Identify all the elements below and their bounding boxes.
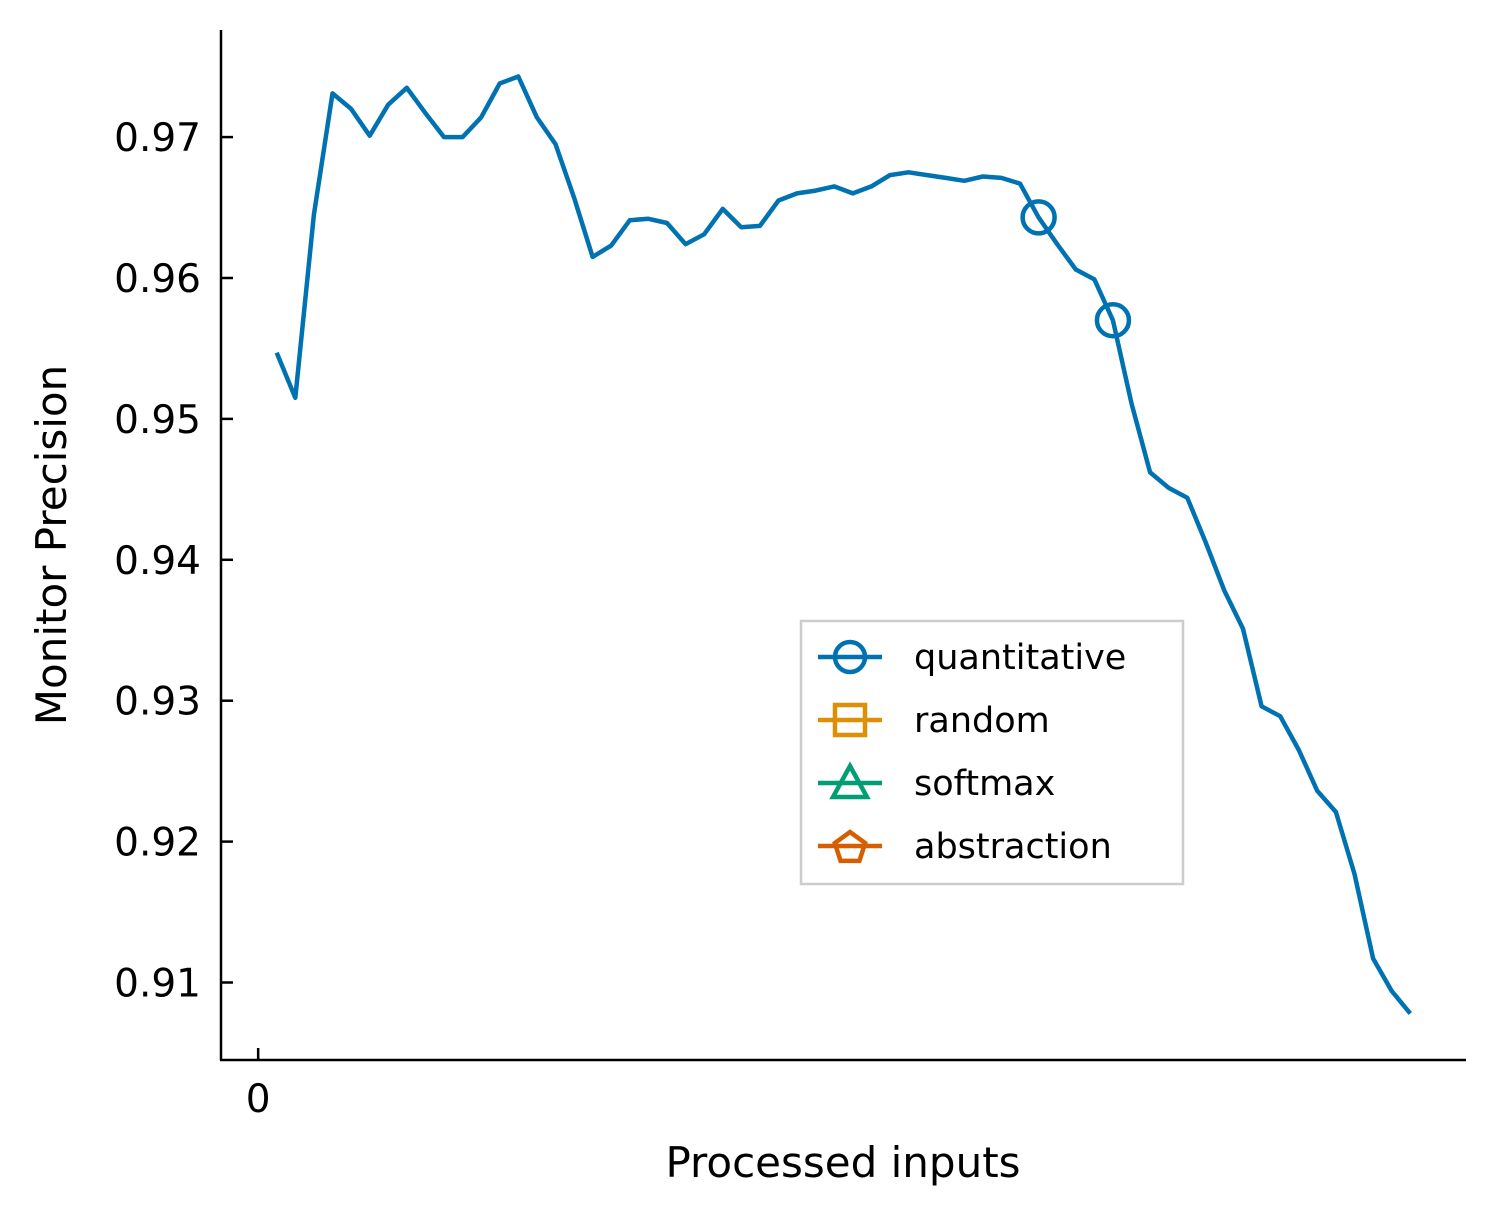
y-tick-label: 0.92 bbox=[114, 821, 201, 866]
y-tick-label: 0.94 bbox=[114, 539, 201, 584]
legend-label: abstraction bbox=[914, 827, 1112, 867]
legend-item-random: random bbox=[818, 701, 1050, 741]
y-tick-label: 0.91 bbox=[114, 962, 201, 1007]
legend-marker-circle bbox=[832, 639, 868, 675]
y-tick-label: 0.95 bbox=[114, 398, 201, 443]
y-tick-label: 0.97 bbox=[114, 116, 201, 161]
legend: quantitative random softmax abstraction bbox=[799, 619, 1185, 886]
data-point-marker bbox=[1020, 199, 1057, 236]
legend-item-quantitative: quantitative bbox=[818, 638, 1126, 678]
legend-label: random bbox=[914, 701, 1050, 741]
y-tick-label: 0.96 bbox=[114, 257, 201, 302]
legend-label: quantitative bbox=[914, 638, 1126, 678]
legend-item-abstraction: abstraction bbox=[818, 827, 1112, 867]
y-axis-label: Monitor Precision bbox=[27, 365, 76, 725]
y-tick-label: 0.93 bbox=[114, 680, 201, 725]
legend-marker-square bbox=[832, 702, 868, 738]
legend-label: softmax bbox=[914, 764, 1055, 804]
series-layer bbox=[274, 74, 1413, 1015]
legend-items: quantitative random softmax abstraction bbox=[818, 638, 1126, 867]
legend-item-softmax: softmax bbox=[818, 761, 1055, 804]
legend-marker-pentagon bbox=[832, 829, 868, 864]
y-ticks: 0.91 0.92 0.93 0.94 0.95 0.96 0.97 bbox=[114, 116, 233, 1007]
x-ticks: 0 bbox=[246, 1048, 271, 1122]
x-axis-label: Processed inputs bbox=[665, 1138, 1020, 1187]
legend-marker-triangle bbox=[829, 761, 871, 800]
data-point-marker bbox=[1094, 302, 1132, 339]
x-tick-label: 0 bbox=[246, 1077, 271, 1122]
axes bbox=[219, 30, 1466, 1062]
series-line-quantitative bbox=[274, 74, 1413, 1015]
